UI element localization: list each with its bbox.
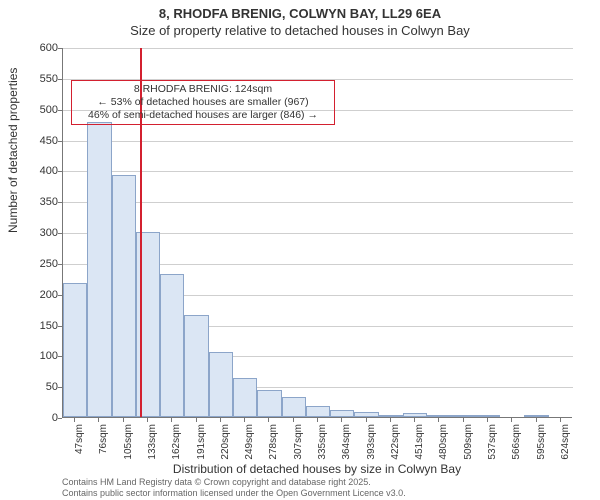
y-tick-mark bbox=[58, 171, 62, 172]
bar bbox=[330, 410, 354, 417]
x-tick-label: 76sqm bbox=[98, 424, 109, 474]
x-tick-label: 537sqm bbox=[487, 424, 498, 474]
x-tick-label: 335sqm bbox=[317, 424, 328, 474]
bar bbox=[233, 378, 257, 417]
bar bbox=[427, 415, 451, 417]
x-tick-mark bbox=[268, 418, 269, 422]
x-tick-mark bbox=[171, 418, 172, 422]
x-tick-mark bbox=[98, 418, 99, 422]
plot-area: 8 RHODFA BRENIG: 124sqm← 53% of detached… bbox=[62, 48, 572, 418]
y-tick-label: 300 bbox=[18, 227, 58, 239]
x-tick-mark bbox=[390, 418, 391, 422]
bar bbox=[87, 122, 111, 417]
footer-line-2: Contains public sector information licen… bbox=[62, 488, 406, 498]
bar bbox=[184, 315, 208, 417]
y-tick-mark bbox=[58, 264, 62, 265]
x-tick-label: 364sqm bbox=[341, 424, 352, 474]
y-tick-label: 350 bbox=[18, 196, 58, 208]
bar bbox=[257, 390, 281, 417]
bar bbox=[403, 413, 427, 417]
bar bbox=[379, 415, 403, 417]
x-tick-label: 393sqm bbox=[366, 424, 377, 474]
bar bbox=[524, 415, 548, 417]
x-tick-label: 451sqm bbox=[414, 424, 425, 474]
bar bbox=[306, 406, 330, 417]
y-tick-label: 0 bbox=[18, 412, 58, 424]
x-tick-mark bbox=[341, 418, 342, 422]
x-tick-label: 566sqm bbox=[511, 424, 522, 474]
x-tick-mark bbox=[317, 418, 318, 422]
x-tick-mark bbox=[123, 418, 124, 422]
x-tick-mark bbox=[438, 418, 439, 422]
x-tick-label: 191sqm bbox=[196, 424, 207, 474]
bar bbox=[476, 415, 500, 417]
y-tick-label: 50 bbox=[18, 381, 58, 393]
x-tick-label: 47sqm bbox=[74, 424, 85, 474]
y-tick-label: 250 bbox=[18, 258, 58, 270]
x-tick-mark bbox=[366, 418, 367, 422]
x-tick-mark bbox=[147, 418, 148, 422]
footer-attribution: Contains HM Land Registry data © Crown c… bbox=[62, 477, 406, 498]
x-tick-mark bbox=[463, 418, 464, 422]
x-tick-label: 422sqm bbox=[390, 424, 401, 474]
x-tick-mark bbox=[511, 418, 512, 422]
bar bbox=[452, 415, 476, 417]
x-tick-mark bbox=[74, 418, 75, 422]
y-tick-mark bbox=[58, 48, 62, 49]
x-tick-mark bbox=[560, 418, 561, 422]
y-tick-label: 100 bbox=[18, 350, 58, 362]
annotation-line-1: 8 RHODFA BRENIG: 124sqm bbox=[78, 83, 328, 96]
x-tick-label: 595sqm bbox=[536, 424, 547, 474]
annotation-line-2: ← 53% of detached houses are smaller (96… bbox=[78, 96, 328, 109]
x-tick-label: 307sqm bbox=[293, 424, 304, 474]
y-tick-label: 400 bbox=[18, 165, 58, 177]
x-tick-label: 249sqm bbox=[244, 424, 255, 474]
x-tick-label: 133sqm bbox=[147, 424, 158, 474]
y-tick-mark bbox=[58, 295, 62, 296]
y-tick-label: 600 bbox=[18, 42, 58, 54]
annotation-line-3: 46% of semi-detached houses are larger (… bbox=[78, 109, 328, 122]
x-tick-mark bbox=[196, 418, 197, 422]
x-tick-label: 220sqm bbox=[220, 424, 231, 474]
y-tick-label: 150 bbox=[18, 320, 58, 332]
y-tick-label: 550 bbox=[18, 73, 58, 85]
x-tick-mark bbox=[487, 418, 488, 422]
y-tick-label: 200 bbox=[18, 289, 58, 301]
y-tick-mark bbox=[58, 418, 62, 419]
y-tick-mark bbox=[58, 356, 62, 357]
bar bbox=[282, 397, 306, 417]
y-axis-label: Number of detached properties bbox=[6, 68, 20, 233]
x-tick-mark bbox=[293, 418, 294, 422]
y-tick-mark bbox=[58, 79, 62, 80]
y-tick-label: 500 bbox=[18, 104, 58, 116]
x-tick-mark bbox=[414, 418, 415, 422]
x-tick-mark bbox=[536, 418, 537, 422]
bar bbox=[63, 283, 87, 417]
y-tick-mark bbox=[58, 326, 62, 327]
bar bbox=[160, 274, 184, 417]
bar bbox=[209, 352, 233, 417]
bar bbox=[112, 175, 136, 417]
x-tick-mark bbox=[244, 418, 245, 422]
x-tick-mark bbox=[220, 418, 221, 422]
x-tick-label: 105sqm bbox=[123, 424, 134, 474]
chart-title-1: 8, RHODFA BRENIG, COLWYN BAY, LL29 6EA bbox=[0, 6, 600, 21]
y-tick-mark bbox=[58, 202, 62, 203]
x-tick-label: 480sqm bbox=[438, 424, 449, 474]
chart-title-2: Size of property relative to detached ho… bbox=[0, 23, 600, 38]
x-tick-label: 509sqm bbox=[463, 424, 474, 474]
bar bbox=[354, 412, 378, 417]
x-tick-label: 162sqm bbox=[171, 424, 182, 474]
y-tick-mark bbox=[58, 233, 62, 234]
y-tick-mark bbox=[58, 387, 62, 388]
y-tick-mark bbox=[58, 141, 62, 142]
annotation-box: 8 RHODFA BRENIG: 124sqm← 53% of detached… bbox=[71, 80, 335, 125]
footer-line-1: Contains HM Land Registry data © Crown c… bbox=[62, 477, 406, 487]
x-tick-label: 278sqm bbox=[268, 424, 279, 474]
y-tick-mark bbox=[58, 110, 62, 111]
x-tick-label: 624sqm bbox=[560, 424, 571, 474]
y-tick-label: 450 bbox=[18, 135, 58, 147]
